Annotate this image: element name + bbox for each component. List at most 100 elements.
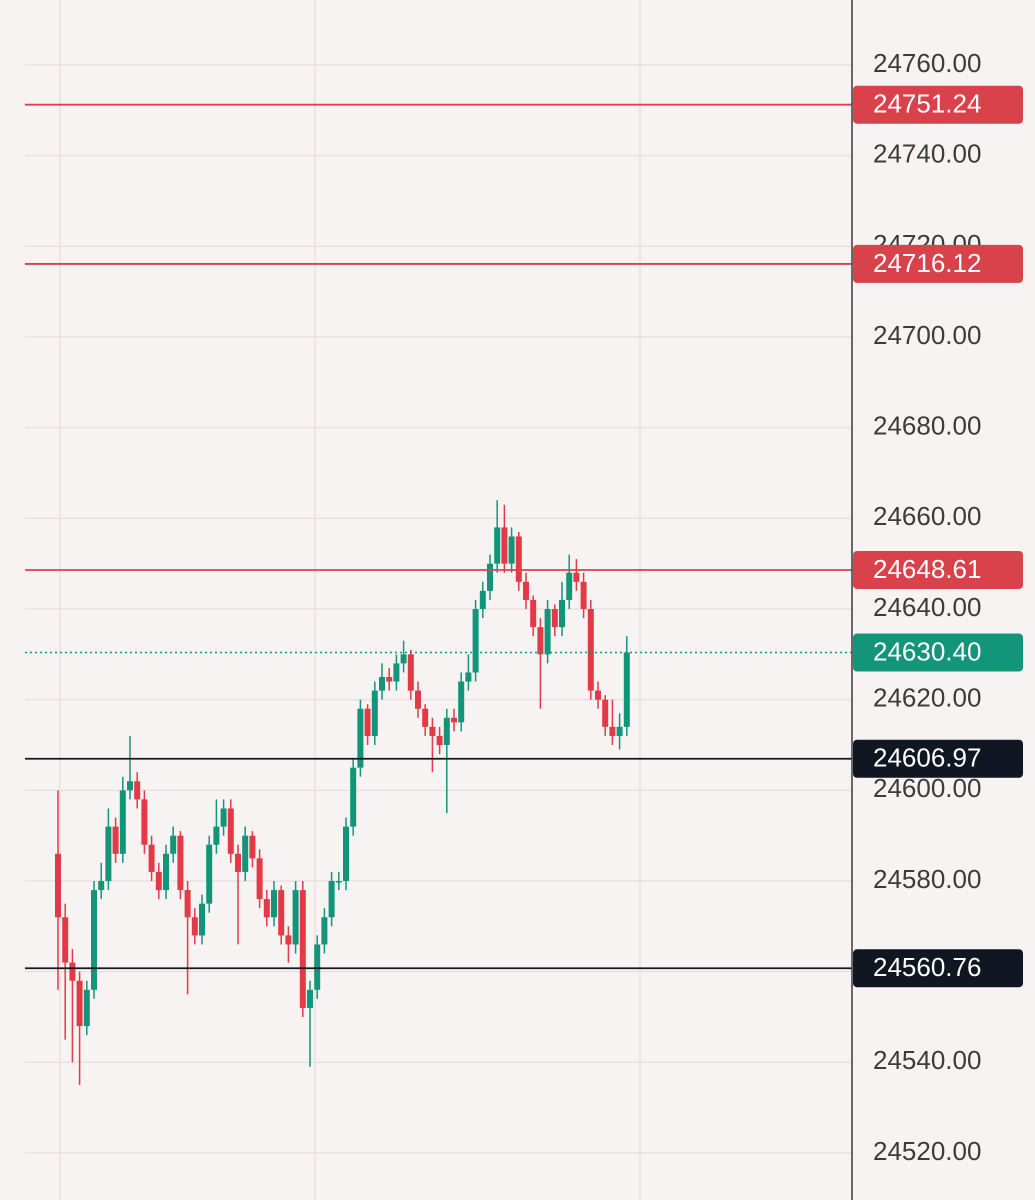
level-label-box	[853, 949, 1023, 988]
candle-body	[292, 890, 299, 945]
level-label: 24606.97	[873, 743, 981, 773]
candle-body	[602, 699, 609, 727]
candle-body	[508, 536, 515, 564]
candles	[55, 500, 630, 1085]
level-label-box	[853, 633, 1023, 672]
candle-body	[595, 690, 601, 700]
y-tick-label: 24600.00	[873, 773, 981, 803]
candle-body	[299, 890, 306, 1008]
candle-body	[494, 527, 501, 564]
candle-body	[206, 844, 213, 904]
candle-body	[515, 536, 522, 582]
candle-body	[163, 853, 169, 891]
candle-body	[141, 799, 148, 845]
candle-body	[443, 717, 450, 745]
candle-body	[623, 652, 630, 727]
candle-body	[371, 690, 378, 736]
candle-body	[213, 826, 220, 845]
candle-body	[328, 881, 335, 918]
candle-body	[364, 708, 371, 736]
y-tick-label: 24660.00	[873, 501, 981, 531]
candle-body	[119, 790, 126, 854]
candle-body	[350, 767, 357, 827]
candle-body	[530, 599, 537, 628]
candle-body	[249, 835, 256, 859]
candle-body	[112, 826, 119, 854]
candle-body	[76, 980, 83, 1027]
level-label-box	[853, 550, 1023, 589]
level-label: 24751.24	[873, 89, 981, 119]
candle-body	[400, 654, 407, 664]
candle-body	[587, 609, 594, 691]
candle-body	[155, 871, 162, 891]
candle-body	[472, 609, 479, 673]
candle-body	[83, 989, 90, 1027]
candle-body	[199, 903, 205, 936]
candle-body	[256, 858, 263, 900]
levels: 24751.24 24716.12 24648.61 24630.40 24606.97…	[25, 85, 1023, 988]
y-tick-label: 24580.00	[873, 864, 981, 894]
candle-body	[523, 581, 529, 600]
candle-body	[263, 899, 270, 918]
candle-body	[580, 581, 587, 609]
candle-body	[436, 735, 443, 745]
candle-body	[479, 590, 486, 609]
candle-body	[386, 677, 393, 682]
candle-body	[235, 853, 241, 872]
candle-body	[62, 917, 69, 963]
candle-body	[357, 708, 364, 768]
candle-body	[501, 527, 508, 564]
level-label-box	[853, 739, 1023, 778]
candle-body	[458, 681, 465, 723]
y-tick-label: 24700.00	[873, 320, 981, 350]
candle-body	[184, 890, 191, 918]
candle-body	[105, 826, 112, 881]
level-label: 24630.40	[873, 636, 981, 666]
y-axis: 24520.0024540.0024560.0024580.0024600.00…	[873, 48, 981, 1166]
level-label: 24716.12	[873, 248, 981, 278]
y-tick-label: 24620.00	[873, 683, 981, 713]
candle-body	[616, 726, 623, 736]
candle-body	[537, 627, 544, 655]
candle-body	[307, 989, 313, 1008]
y-tick-label: 24540.00	[873, 1045, 981, 1075]
y-tick-label: 24760.00	[873, 48, 981, 78]
candle-body	[415, 690, 421, 709]
y-tick-label: 24520.00	[873, 1136, 981, 1166]
candle-body	[465, 672, 472, 682]
candle-body	[285, 935, 292, 945]
candle-body	[314, 944, 321, 990]
candle-body	[422, 708, 429, 727]
candle-body	[148, 844, 155, 872]
level-label-box	[853, 85, 1023, 124]
level-label-box	[853, 244, 1023, 283]
y-tick-label: 24680.00	[873, 411, 981, 441]
candle-body	[69, 962, 76, 981]
candle-body	[127, 781, 133, 791]
candle-body	[335, 881, 342, 883]
candle-body	[227, 808, 234, 854]
candle-body	[609, 726, 616, 736]
candle-body	[134, 781, 141, 800]
candle-body	[451, 717, 457, 723]
candle-body	[379, 677, 385, 691]
y-tick-label: 24640.00	[873, 592, 981, 622]
candle-body	[91, 890, 97, 990]
y-tick-label: 24740.00	[873, 139, 981, 169]
candle-body	[559, 599, 565, 628]
candle-body	[271, 890, 277, 918]
candle-body	[551, 609, 558, 628]
level-label: 24648.61	[873, 554, 981, 584]
candle-body	[487, 563, 493, 591]
candle-body	[321, 917, 328, 945]
candle-body	[242, 835, 249, 872]
candle-body	[393, 663, 400, 682]
candle-body	[544, 609, 551, 655]
candle-body	[566, 572, 573, 600]
grid	[25, 64, 852, 1154]
level-label: 24560.76	[873, 952, 981, 982]
candle-body	[191, 917, 198, 936]
candle-body	[220, 808, 227, 827]
